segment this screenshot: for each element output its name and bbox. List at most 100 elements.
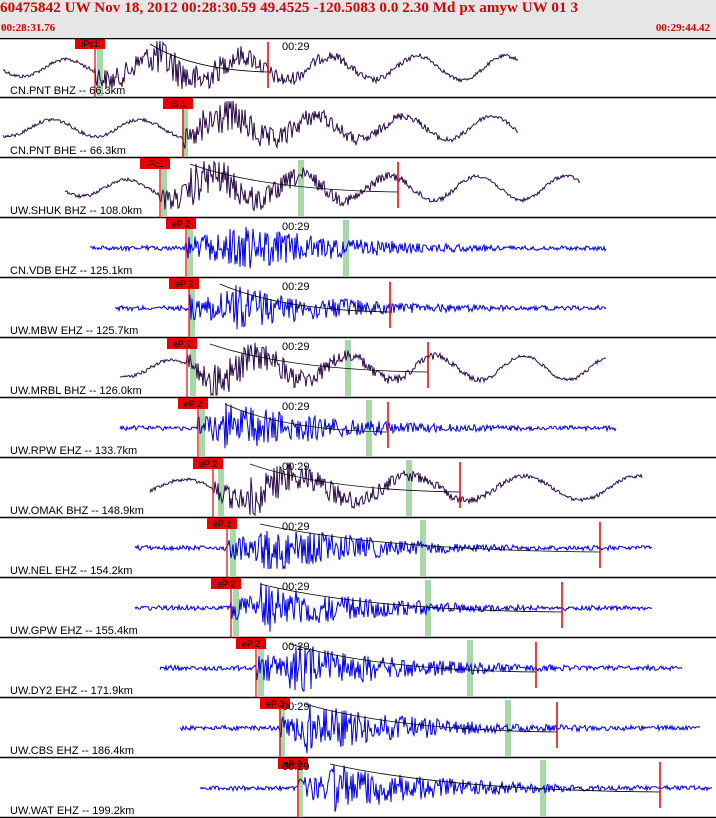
station-label: UW.WAT EHZ -- 199.2km [10,805,134,817]
station-label: UW.RPW EHZ -- 133.7km [10,445,137,457]
coda-curve [259,523,601,553]
pick-box[interactable] [193,458,223,469]
coda-curve [259,583,563,613]
minute-marker: 00:29 [282,341,310,353]
secondary-arrival-band [298,160,304,216]
pick-box[interactable] [207,518,237,529]
coda-curve [304,703,558,733]
minute-marker: 00:29 [282,641,310,653]
waveform-trace [89,226,607,269]
waveform-trace [119,342,607,397]
coda-curve [219,283,391,313]
station-panel: iPc1 UW.SHUK BHZ -- 108.0km [0,158,716,219]
minute-marker: 00:29 [282,581,310,593]
station-label: CN.PNT BHZ -- 66.3km [10,85,125,97]
secondary-arrival-band [420,520,426,576]
waveform-trace [64,160,581,212]
waveform-trace [2,40,519,90]
station-label: UW.OMAK BHZ -- 148.9km [10,505,144,517]
minute-marker: 00:29 [282,761,310,773]
pick-label: eP 2 [184,399,202,409]
waveform-trace [159,644,683,692]
pick-label: eP 2 [284,759,302,769]
secondary-arrival-band [406,460,412,516]
minute-marker: 00:29 [282,221,310,233]
coda-curve [149,43,269,73]
pick-box[interactable] [178,398,208,409]
waveform-trace [134,582,653,632]
coda-curve [224,403,389,433]
secondary-arrival-band [345,340,351,396]
station-label: CN.PNT BHE -- 66.3km [10,145,126,157]
minute-marker: 00:29 [282,281,310,293]
station-label: UW.SHUK BHZ -- 108.0km [10,205,142,217]
pick-label: eP 3 [266,699,284,709]
station-panel: eP 2 00:29 UW.OMAK BHZ -- 148.9km [0,458,716,519]
pick-box[interactable] [278,758,308,769]
coda-curve [189,163,399,193]
station-panel: eP 2 00:29 UW.NEL EHZ -- 154.2km [0,518,716,579]
arrival-band [182,100,188,156]
pick-box[interactable] [211,578,241,589]
pick-box[interactable] [169,278,199,289]
pick-label: eP 2 [213,519,231,529]
waveform-trace [2,100,519,150]
coda-curve [249,463,461,493]
waveform-trace [199,764,712,812]
station-label: UW.DY2 EHZ -- 171.9km [10,685,133,697]
end-time: 00:29:44.42 [655,22,710,34]
pick-label: eP 2 [217,579,235,589]
pick-box[interactable] [140,158,170,169]
arrival-band [161,160,167,216]
pick-label: eP 2 [199,459,217,469]
arrival-band [190,340,196,396]
pick-label: iS 1 [170,99,186,109]
arrival-band [297,760,303,816]
pick-label: iPc1 [146,159,164,169]
station-panel: eP 200:29 UW.WAT EHZ -- 199.2km [0,758,716,818]
station-label: UW.NEL EHZ -- 154.2km [10,565,132,577]
station-panel: eP 2 00:29 UW.MBW EHZ -- 125.7km [0,278,716,339]
arrival-band [258,640,264,696]
minute-marker: 00:29 [282,521,310,533]
pick-box[interactable] [163,98,193,109]
secondary-arrival-band [505,700,511,756]
station-panel: eP 300:29 UW.CBS EHZ -- 186.4km [0,698,716,759]
pick-box[interactable] [167,338,197,349]
seismogram-panels: iPc1 00:29 CN.PNT BHZ -- 66.3km iS 1 CN.PNT … [0,38,716,818]
station-label: UW.GPW EHZ -- 155.4km [10,625,138,637]
station-label: UW.MRBL BHZ -- 126.0km [10,385,142,397]
station-panel: eP 2 00:29 UW.DY2 EHZ -- 171.9km [0,638,716,699]
arrival-band [233,580,239,636]
event-header: 60475842 UW Nov 18, 2012 00:28:30.59 49.… [0,0,716,38]
station-panel: eP 2 00:29 UW.MRBL BHZ -- 126.0km [0,338,716,399]
pick-label: iPc1 [81,39,99,49]
waveform-trace [134,530,653,570]
coda-curve [329,763,661,793]
station-panel: eP 2 00:29 CN.VDB EHZ -- 125.1km [0,218,716,279]
arrival-band [97,40,103,96]
pick-box[interactable] [236,638,266,649]
minute-marker: 00:29 [282,401,310,413]
secondary-arrival-band [343,220,349,276]
station-label: CN.VDB EHZ -- 125.1km [10,265,132,277]
waveform-trace [115,285,607,330]
pick-box[interactable] [166,218,196,229]
coda-curve [289,643,537,673]
pick-label: eP 2 [172,219,190,229]
minute-marker: 00:29 [282,701,310,713]
pick-box[interactable] [260,698,290,709]
arrival-band [218,460,224,516]
minute-marker: 00:29 [282,461,310,473]
pick-box[interactable] [75,38,105,49]
waveform-trace [149,462,643,517]
station-label: UW.MBW EHZ -- 125.7km [10,325,138,337]
waveform-trace [119,402,617,449]
event-title: 60475842 UW Nov 18, 2012 00:28:30.59 49.… [0,0,579,16]
start-time: 00:28:31.76 [1,22,56,34]
pick-label: eP 2 [173,339,191,349]
station-panel: eP 2 00:29 UW.GPW EHZ -- 155.4km [0,578,716,639]
station-panel: iPc1 00:29 CN.PNT BHZ -- 66.3km [0,38,716,99]
coda-curve [209,343,429,373]
pick-label: eP 2 [175,279,193,289]
